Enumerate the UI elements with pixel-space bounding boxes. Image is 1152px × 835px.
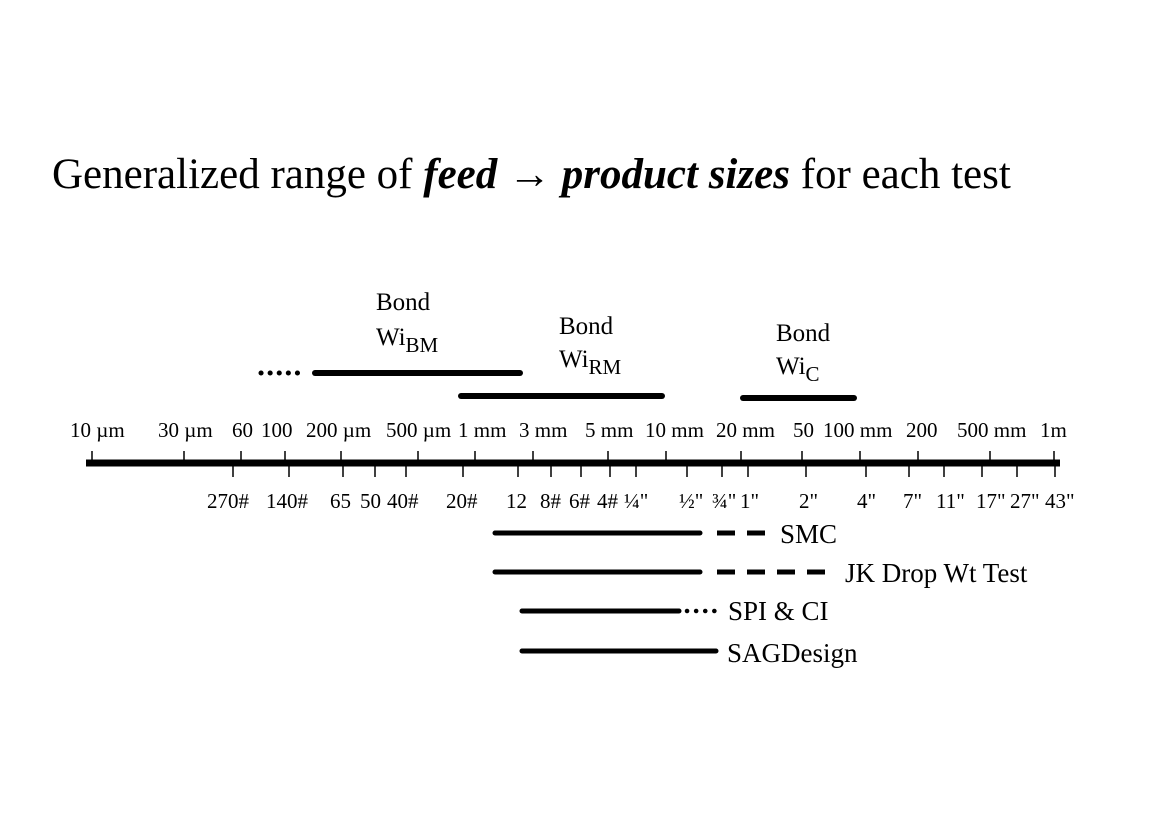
bond-wibm-range: Bond WiBM — [258, 289, 523, 376]
bottom-scale-label: 20# — [446, 489, 478, 513]
bottom-scale-label: 27" — [1010, 489, 1040, 513]
bottom-scale-label: 4# — [597, 489, 619, 513]
bottom-scale-label: 1" — [740, 489, 759, 513]
smc-label: SMC — [780, 519, 837, 549]
bottom-scale-label: 7" — [903, 489, 922, 513]
jk-drop-label: JK Drop Wt Test — [845, 558, 1028, 588]
bottom-scale-label: 50 — [360, 489, 381, 513]
title-arrow: → — [497, 151, 562, 198]
top-scale-label: 5 mm — [585, 418, 633, 442]
bond-wic-label: Bond — [776, 320, 831, 347]
title-product: product sizes — [561, 151, 790, 198]
bottom-scale-labels: 270# 140# 65 50 40# 20# 12 8# 6# 4# ¼" ½… — [207, 489, 1075, 513]
bottom-scale-label: 11" — [936, 489, 965, 513]
bottom-scale-label: 8# — [540, 489, 562, 513]
bond-wirm-label: Bond — [559, 313, 614, 340]
top-scale-label: 50 — [793, 418, 814, 442]
top-scale-label: 3 mm — [519, 418, 567, 442]
bottom-scale-label: 270# — [207, 489, 250, 513]
top-scale-label: 60 — [232, 418, 253, 442]
size-axis — [86, 451, 1060, 477]
bottom-scale-label: 43" — [1045, 489, 1075, 513]
top-scale-label: 100 mm — [823, 418, 892, 442]
bottom-scale-label: 2" — [799, 489, 818, 513]
top-scale-label: 500 mm — [957, 418, 1026, 442]
bond-wirm-range: Bond WiRM — [458, 313, 665, 399]
top-scale-label: 100 — [261, 418, 293, 442]
top-scale-label: 10 mm — [645, 418, 704, 442]
title-feed: feed — [423, 151, 498, 198]
bond-wibm-symbol: WiBM — [376, 324, 439, 357]
bottom-scale-label: 4" — [857, 489, 876, 513]
bond-wirm-symbol: WiRM — [559, 346, 622, 379]
bottom-scale-label: 65 — [330, 489, 351, 513]
bond-wic-symbol: WiC — [776, 353, 820, 386]
bottom-scale-label: 6# — [569, 489, 591, 513]
title-suffix: for each test — [789, 151, 1011, 198]
spi-ci-label: SPI & CI — [728, 596, 829, 626]
test-spi-ci-range: SPI & CI — [519, 596, 829, 626]
bottom-ticks — [232, 463, 1056, 477]
top-scale-label: 30 µm — [158, 418, 213, 442]
top-scale-label: 1m — [1040, 418, 1067, 442]
bottom-scale-label: ¾" — [712, 489, 736, 513]
bottom-scale-label: ½" — [679, 489, 703, 513]
top-scale-label: 200 — [906, 418, 938, 442]
top-scale-label: 20 mm — [716, 418, 775, 442]
top-scale-label: 500 µm — [386, 418, 451, 442]
sagdesign-label: SAGDesign — [727, 638, 858, 668]
top-scale-labels: 10 µm 30 µm 60 100 200 µm 500 µm 1 mm 3 … — [70, 418, 1067, 442]
test-smc-range: SMC — [492, 519, 837, 549]
test-jk-drop-range: JK Drop Wt Test — [492, 558, 1028, 588]
bond-wic-range: Bond WiC — [740, 320, 857, 401]
top-scale-label: 200 µm — [306, 418, 371, 442]
bottom-scale-label: ¼" — [624, 489, 648, 513]
top-ticks — [91, 451, 1055, 463]
title-prefix: Generalized range of — [52, 151, 424, 198]
top-scale-label: 1 mm — [458, 418, 506, 442]
bottom-scale-label: 140# — [266, 489, 309, 513]
test-sagdesign-range: SAGDesign — [519, 638, 858, 668]
bottom-scale-label: 12 — [506, 489, 527, 513]
bottom-scale-label: 40# — [387, 489, 419, 513]
bottom-scale-label: 17" — [976, 489, 1006, 513]
slide-title: Generalized range of feed → product size… — [52, 150, 1132, 199]
top-scale-label: 10 µm — [70, 418, 125, 442]
bond-wibm-label: Bond — [376, 289, 431, 316]
